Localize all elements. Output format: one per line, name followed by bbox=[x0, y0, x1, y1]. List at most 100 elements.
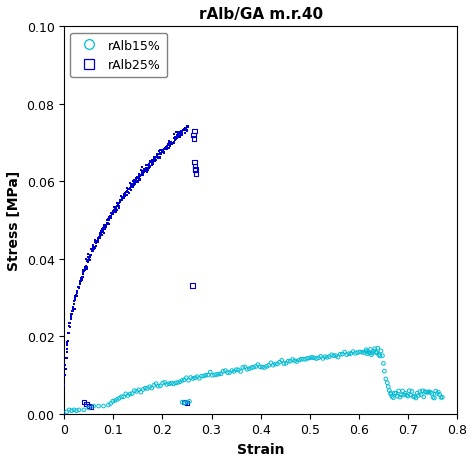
Point bbox=[412, 394, 419, 402]
Point bbox=[86, 253, 94, 261]
Point bbox=[132, 178, 140, 185]
Point bbox=[73, 288, 81, 295]
Legend: rAlb15%, rAlb25%: rAlb15%, rAlb25% bbox=[71, 33, 167, 78]
Point bbox=[130, 180, 138, 187]
Point bbox=[172, 137, 179, 144]
Point bbox=[121, 193, 128, 200]
Point bbox=[127, 183, 134, 191]
Point bbox=[109, 211, 117, 218]
Point bbox=[334, 354, 342, 361]
Point bbox=[117, 197, 125, 204]
Point bbox=[129, 183, 137, 191]
Point bbox=[345, 350, 353, 358]
Point bbox=[118, 196, 126, 203]
Point bbox=[183, 128, 191, 136]
Point bbox=[124, 392, 132, 400]
Point bbox=[138, 168, 146, 175]
Point bbox=[125, 190, 132, 197]
Point bbox=[411, 393, 419, 400]
Point bbox=[403, 392, 410, 399]
Point bbox=[180, 126, 188, 133]
Point bbox=[176, 134, 184, 141]
Point bbox=[174, 134, 182, 141]
Point bbox=[159, 148, 167, 155]
Y-axis label: Stress [MPa]: Stress [MPa] bbox=[7, 170, 21, 270]
Point bbox=[120, 195, 128, 202]
Point bbox=[114, 202, 121, 209]
Point bbox=[415, 392, 422, 399]
Point bbox=[107, 400, 114, 407]
Point bbox=[363, 346, 370, 354]
Point bbox=[89, 244, 97, 251]
Point bbox=[130, 181, 138, 189]
Point bbox=[401, 390, 409, 397]
Point bbox=[148, 384, 155, 392]
Point bbox=[174, 130, 182, 137]
Point bbox=[124, 188, 131, 195]
Point bbox=[116, 395, 123, 402]
Point bbox=[118, 197, 126, 204]
Point bbox=[122, 190, 129, 197]
Point bbox=[407, 392, 414, 399]
Point bbox=[338, 350, 346, 358]
Point bbox=[143, 162, 150, 169]
Point bbox=[173, 135, 181, 142]
Point bbox=[137, 173, 144, 181]
Point bbox=[368, 351, 375, 359]
Point bbox=[112, 205, 120, 212]
Point bbox=[183, 399, 191, 406]
Point bbox=[106, 217, 113, 225]
Point bbox=[85, 255, 93, 263]
Point bbox=[73, 293, 81, 300]
Point bbox=[62, 361, 69, 369]
Point bbox=[191, 167, 199, 174]
Point bbox=[189, 375, 197, 382]
Point bbox=[103, 217, 111, 225]
Point bbox=[78, 277, 85, 284]
Point bbox=[100, 225, 107, 232]
Point bbox=[120, 193, 128, 200]
Point bbox=[427, 389, 434, 396]
Point bbox=[150, 157, 158, 165]
Point bbox=[306, 354, 314, 362]
Point bbox=[68, 311, 76, 318]
Point bbox=[122, 193, 129, 200]
Point bbox=[139, 172, 147, 179]
Point bbox=[371, 345, 378, 353]
Point bbox=[69, 306, 76, 313]
Point bbox=[145, 161, 152, 169]
Point bbox=[104, 216, 111, 223]
Point bbox=[190, 136, 198, 143]
Point bbox=[98, 232, 106, 239]
Point bbox=[159, 380, 166, 387]
Point bbox=[413, 390, 421, 397]
Point bbox=[131, 387, 138, 394]
Point bbox=[145, 163, 153, 170]
Point bbox=[91, 246, 98, 253]
Point bbox=[366, 346, 374, 353]
Point bbox=[92, 240, 100, 247]
Point bbox=[267, 359, 275, 367]
Point bbox=[374, 344, 382, 352]
Point bbox=[173, 134, 181, 142]
Point bbox=[91, 244, 99, 252]
Point bbox=[128, 390, 136, 397]
Point bbox=[183, 400, 191, 407]
Point bbox=[155, 155, 162, 163]
Point bbox=[73, 290, 81, 297]
Point bbox=[145, 165, 153, 172]
Point bbox=[71, 295, 79, 302]
Point bbox=[163, 144, 170, 151]
Point bbox=[191, 167, 199, 174]
Point bbox=[265, 362, 273, 369]
Point bbox=[183, 123, 191, 131]
Point bbox=[164, 141, 172, 148]
Point bbox=[127, 185, 134, 192]
Point bbox=[152, 155, 159, 162]
Point bbox=[65, 323, 73, 330]
Point bbox=[94, 238, 101, 246]
Point bbox=[157, 150, 165, 157]
Point bbox=[408, 388, 416, 395]
Point bbox=[146, 158, 154, 165]
Point bbox=[269, 362, 277, 369]
